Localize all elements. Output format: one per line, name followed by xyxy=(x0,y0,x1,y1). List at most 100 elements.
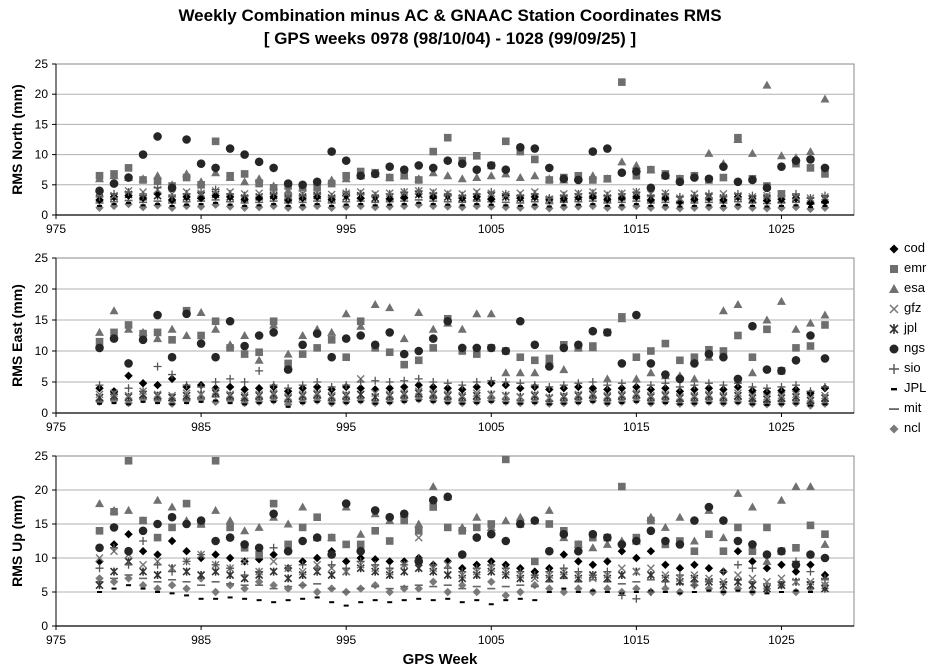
point-JPL xyxy=(227,402,233,405)
point-sio xyxy=(530,571,539,579)
point-esa xyxy=(457,174,467,183)
point-ngs xyxy=(370,169,380,179)
point-ngs xyxy=(196,516,206,525)
point-sio xyxy=(559,191,568,200)
point-mit xyxy=(139,577,148,580)
point-emr xyxy=(269,317,278,326)
point-JPL xyxy=(343,203,349,206)
point-emr xyxy=(589,342,597,350)
point-ngs xyxy=(327,147,336,156)
point-ngs xyxy=(486,529,496,539)
point-emr xyxy=(110,328,118,337)
x-tick-label: 975 xyxy=(46,222,66,236)
point-ngs xyxy=(240,150,249,159)
point-emr xyxy=(632,353,641,361)
point-esa xyxy=(167,324,177,333)
point-JPL xyxy=(343,402,349,405)
point-JPL xyxy=(111,402,117,405)
point-esa xyxy=(254,355,264,364)
point-ngs xyxy=(748,175,757,185)
x-tick-label: 1005 xyxy=(478,222,505,236)
point-sio xyxy=(327,382,336,391)
point-jpl xyxy=(400,390,409,399)
point-JPL xyxy=(474,203,480,206)
point-mit xyxy=(298,201,307,204)
point-jpl xyxy=(342,391,351,400)
point-esa xyxy=(704,148,714,157)
point-JPL xyxy=(271,203,277,206)
point-ncl xyxy=(661,584,670,593)
point-cod xyxy=(646,385,656,394)
point-ngs xyxy=(559,529,569,539)
point-JPL xyxy=(691,591,697,593)
legend-label: sio xyxy=(904,360,921,375)
point-cod xyxy=(574,557,583,566)
point-mit xyxy=(458,201,467,204)
point-gfz xyxy=(748,391,757,400)
point-gfz xyxy=(153,390,162,399)
point-esa xyxy=(515,368,525,377)
point-ngs xyxy=(196,339,206,348)
point-mit xyxy=(501,585,510,588)
point-emr xyxy=(226,523,234,532)
point-cod xyxy=(341,557,351,566)
y-tick-label: 10 xyxy=(35,344,49,358)
point-mit xyxy=(646,578,655,581)
point-sio xyxy=(603,381,612,390)
point-sio xyxy=(371,376,380,385)
point-JPL xyxy=(198,203,204,206)
point-ngs xyxy=(472,165,482,174)
point-esa xyxy=(776,495,786,504)
point-cod xyxy=(588,384,598,393)
point-JPL xyxy=(300,204,306,207)
point-sio xyxy=(255,366,264,375)
point-gfz xyxy=(487,390,496,399)
point-gfz xyxy=(226,390,235,399)
point-ngs xyxy=(428,495,438,505)
point-ncl xyxy=(312,587,322,597)
point-jpl xyxy=(617,391,626,400)
point-esa xyxy=(762,556,772,565)
point-JPL xyxy=(604,204,610,207)
point-sio xyxy=(110,543,119,552)
point-JPL xyxy=(242,597,248,600)
point-ngs xyxy=(545,163,554,173)
point-mit xyxy=(197,584,206,586)
point-esa xyxy=(762,80,772,89)
point-sio xyxy=(719,567,728,576)
point-ngs xyxy=(211,536,220,546)
point-emr xyxy=(400,171,409,180)
point-mit xyxy=(443,200,452,203)
x-tick-label: 1025 xyxy=(768,420,795,434)
point-JPL xyxy=(546,403,552,406)
point-emr xyxy=(400,516,409,525)
point-gfz xyxy=(704,390,713,399)
point-sio xyxy=(675,382,684,391)
point-jpl xyxy=(211,567,220,576)
point-ncl xyxy=(472,587,481,597)
point-sio xyxy=(487,560,496,569)
point-ngs xyxy=(806,155,815,164)
point-JPL xyxy=(459,204,465,207)
point-mit xyxy=(516,584,525,586)
point-ngs xyxy=(646,183,656,193)
point-emr xyxy=(574,540,583,549)
point-sio xyxy=(298,191,307,200)
point-mit xyxy=(588,200,597,202)
point-JPL xyxy=(242,403,248,406)
point-emr xyxy=(240,170,249,178)
point-sio xyxy=(443,564,452,573)
point-gfz xyxy=(197,390,206,399)
point-gfz xyxy=(284,392,293,401)
point-emr xyxy=(821,321,829,329)
y-tick-label: 20 xyxy=(35,483,49,497)
point-sio xyxy=(733,189,742,198)
point-esa xyxy=(457,324,467,333)
point-JPL xyxy=(256,204,262,207)
point-jpl xyxy=(269,567,278,576)
point-ncl xyxy=(516,587,525,597)
point-ngs xyxy=(603,328,612,337)
legend-item-sio: sio xyxy=(884,360,931,378)
point-sio xyxy=(516,567,525,576)
point-ngs xyxy=(269,163,278,173)
